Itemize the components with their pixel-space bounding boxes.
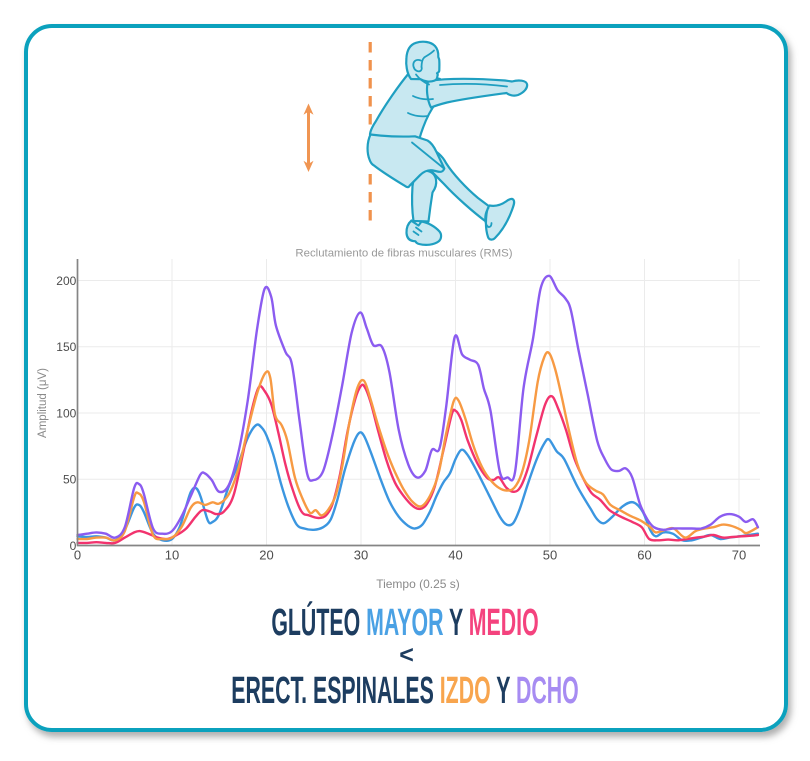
svg-text:Amplitud (μV): Amplitud (μV) xyxy=(37,368,49,438)
svg-text:0: 0 xyxy=(70,539,77,553)
svg-text:50: 50 xyxy=(543,547,557,562)
svg-text:40: 40 xyxy=(448,547,462,562)
svg-text:70: 70 xyxy=(732,547,746,562)
svg-text:30: 30 xyxy=(354,547,368,562)
svg-text:10: 10 xyxy=(165,547,179,562)
svg-text:Reclutamiento de fibras muscul: Reclutamiento de fibras musculares (RMS) xyxy=(295,248,512,260)
svg-text:200: 200 xyxy=(56,274,76,288)
svg-text:100: 100 xyxy=(56,406,76,420)
svg-text:150: 150 xyxy=(56,340,76,354)
svg-text:0: 0 xyxy=(74,547,81,562)
svg-text:50: 50 xyxy=(63,473,77,487)
svg-text:60: 60 xyxy=(637,547,651,562)
svg-text:Tiempo (0.25 s): Tiempo (0.25 s) xyxy=(376,577,460,591)
svg-text:20: 20 xyxy=(259,547,273,562)
